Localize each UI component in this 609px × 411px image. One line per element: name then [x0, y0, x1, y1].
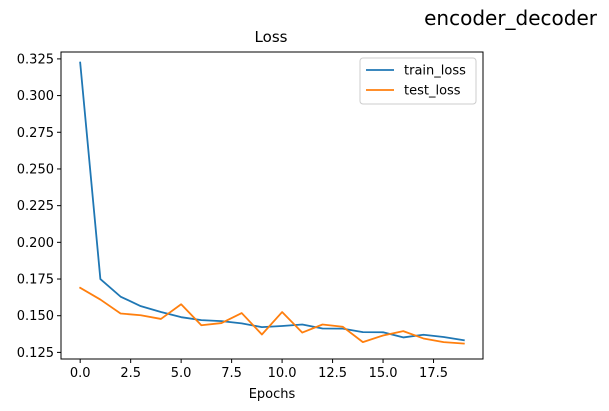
legend-label-test-loss: test_loss — [404, 84, 461, 99]
y-tick-label: 0.300 — [17, 89, 54, 104]
y-tick-label: 0.325 — [17, 52, 54, 67]
y-tick-label: 0.250 — [17, 162, 54, 177]
x-axis-label: Epochs — [249, 387, 296, 402]
y-tick-label: 0.125 — [17, 346, 54, 361]
series-line-test-loss — [78, 286, 465, 345]
x-tick-label: 17.5 — [419, 366, 448, 381]
y-tick-label: 0.200 — [17, 236, 54, 251]
y-tick-label: 0.225 — [17, 199, 54, 214]
y-tick-label: 0.275 — [17, 126, 54, 141]
y-tick-label: 0.175 — [17, 273, 54, 288]
figure-suptitle: encoder_decoder — [424, 6, 597, 30]
x-tick-label: 7.5 — [221, 366, 242, 381]
legend-label-train-loss: train_loss — [404, 64, 466, 79]
series-line-train-loss — [79, 61, 465, 342]
chart-title: Loss — [255, 28, 288, 46]
x-tick-label: 10.0 — [268, 366, 297, 381]
y-tick-label: 0.150 — [17, 309, 54, 324]
x-tick-label: 0.0 — [70, 366, 91, 381]
x-tick-label: 12.5 — [318, 366, 347, 381]
x-tick-label: 15.0 — [369, 366, 398, 381]
plot-frame — [60, 51, 484, 360]
x-tick-label: 2.5 — [120, 366, 141, 381]
x-tick-label: 5.0 — [171, 366, 192, 381]
